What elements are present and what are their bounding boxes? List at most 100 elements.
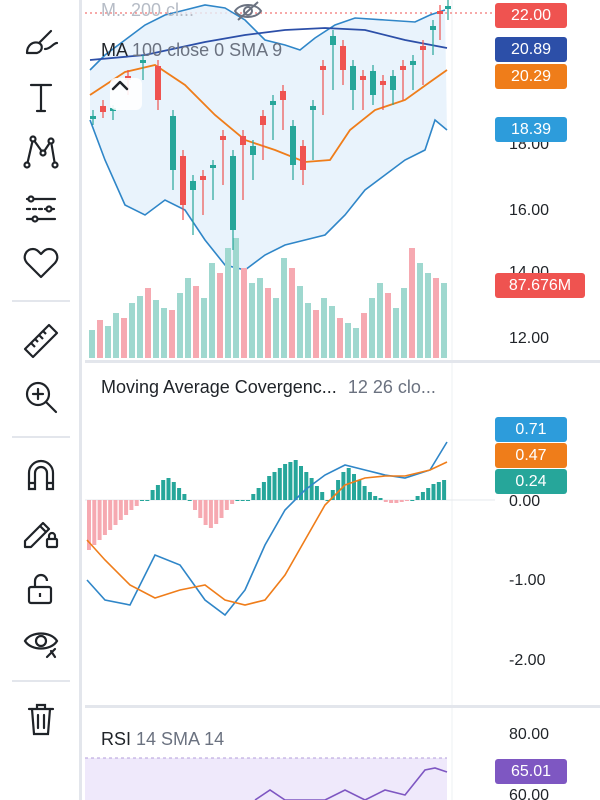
collapse-indicators-button[interactable]	[110, 78, 142, 110]
lock-all-tool[interactable]	[14, 566, 68, 612]
candle-body	[220, 136, 226, 140]
chart-canvas[interactable]: 18.00 16.00 14.00 12.00 0.00 -1.00 -2.00…	[85, 0, 600, 800]
pane-divider[interactable]	[85, 360, 600, 363]
zoom-tool[interactable]	[14, 374, 68, 420]
volume-bar	[153, 300, 159, 358]
heart-icon	[23, 247, 59, 279]
macd-histogram-bar	[426, 488, 431, 500]
volume-bar	[161, 308, 167, 358]
macd-histogram-bar	[304, 472, 309, 500]
macd-histogram-bar	[219, 500, 224, 518]
pencil-lock-icon	[23, 521, 59, 549]
volume-bar	[385, 293, 391, 358]
volume-bar	[273, 298, 279, 358]
candle-body	[155, 66, 161, 100]
zoom-in-icon	[25, 381, 58, 414]
macd-histogram-bar	[410, 500, 415, 501]
macd-histogram-bar	[352, 474, 356, 500]
macd-histogram-bar	[230, 500, 235, 504]
rsi-pane[interactable]	[85, 757, 448, 800]
macd-histogram-bar	[357, 480, 362, 500]
macd-histogram-bar	[214, 500, 219, 524]
histogram-value-tag: 0.24	[495, 469, 567, 494]
favorites-tool[interactable]	[14, 240, 68, 286]
magnet-tool[interactable]	[14, 452, 68, 498]
candle-body	[400, 66, 406, 70]
volume-bar	[225, 248, 231, 358]
volume-bar	[305, 303, 311, 358]
candle-body	[260, 116, 266, 125]
prediction-tool[interactable]	[14, 186, 68, 232]
macd-histogram-bar	[87, 500, 91, 550]
brush-tool[interactable]	[14, 20, 68, 66]
macd-histogram-bar	[177, 488, 182, 500]
delete-tool[interactable]	[14, 696, 68, 742]
volume-bar	[441, 283, 447, 358]
rsi-indicator-title[interactable]: RSI 14 SMA 14	[101, 729, 225, 749]
main-price-pane[interactable]	[85, 0, 495, 358]
macd-histogram-bar	[129, 500, 134, 510]
candle-body	[430, 26, 436, 30]
macd-histogram-bar	[399, 500, 404, 502]
rsi-axis-label: 80.00	[509, 726, 549, 743]
macd-histogram-bar	[155, 485, 160, 500]
volume-bar	[345, 323, 351, 358]
volume-bar	[169, 310, 175, 358]
macd-pane[interactable]	[86, 441, 448, 617]
candle-body	[390, 76, 396, 90]
ma-indicator-title[interactable]: MA 100 close 0 SMA 9	[101, 40, 283, 60]
volume-tag: 87.676M	[495, 273, 585, 298]
candle-body	[340, 46, 346, 70]
volume-bar	[185, 278, 191, 358]
candle-body	[320, 66, 326, 70]
candle-body	[370, 71, 376, 95]
signal-value-tag: 0.47	[495, 443, 567, 468]
volume-bar	[313, 310, 319, 358]
volume-bar	[177, 293, 183, 358]
measure-tool[interactable]	[14, 318, 68, 364]
macd-histogram-bar	[415, 496, 420, 500]
macd-histogram-bar	[394, 500, 399, 503]
macd-histogram-bar	[309, 478, 314, 500]
macd-histogram-bar	[203, 500, 208, 525]
toolbar-divider	[12, 300, 70, 302]
macd-histogram-bar	[336, 480, 341, 500]
volume-bar	[137, 296, 143, 358]
brush-icon	[25, 29, 59, 55]
candle-body	[200, 176, 206, 180]
macd-axis-label: 0.00	[509, 493, 540, 510]
price-axis-label: 12.00	[509, 330, 549, 347]
macd-histogram-bar	[102, 500, 107, 535]
pattern-icon	[23, 135, 59, 169]
volume-bar	[265, 288, 271, 358]
bollinger-lower-line	[89, 118, 448, 271]
text-tool[interactable]	[14, 74, 68, 120]
lock-drawing-tool[interactable]	[14, 508, 68, 554]
macd-histogram-bar	[251, 494, 256, 500]
pattern-tool[interactable]	[14, 128, 68, 174]
macd-histogram-bar	[378, 498, 383, 500]
candle-body	[280, 91, 286, 100]
macd-histogram-bar	[431, 484, 436, 500]
macd-histogram-bar	[420, 492, 425, 500]
macd-histogram-bar	[373, 496, 378, 500]
macd-histogram-bar	[171, 482, 176, 500]
candle-body	[170, 116, 176, 170]
volume-bar	[257, 278, 263, 358]
indicator-title-top[interactable]: M.. 200 cl...	[101, 0, 195, 20]
last-price-tag: 22.00	[495, 3, 567, 28]
volume-bar	[401, 288, 407, 358]
pane-divider[interactable]	[85, 705, 600, 708]
macd-histogram-bar	[124, 500, 129, 515]
ma-blue-line	[89, 27, 448, 61]
volume-bar	[145, 288, 151, 358]
candle-body	[190, 181, 196, 190]
macd-histogram-bar	[383, 500, 388, 502]
chart-area[interactable]: 18.00 16.00 14.00 12.00 0.00 -1.00 -2.00…	[85, 0, 600, 800]
candle-body	[250, 146, 256, 155]
macd-indicator-title[interactable]: Moving Average Covergenc... 12 26 clo...	[101, 377, 436, 397]
eye-hidden-icon	[233, 1, 263, 21]
hide-tool[interactable]	[14, 618, 68, 664]
volume-bar	[417, 263, 423, 358]
rsi-band	[85, 758, 447, 800]
